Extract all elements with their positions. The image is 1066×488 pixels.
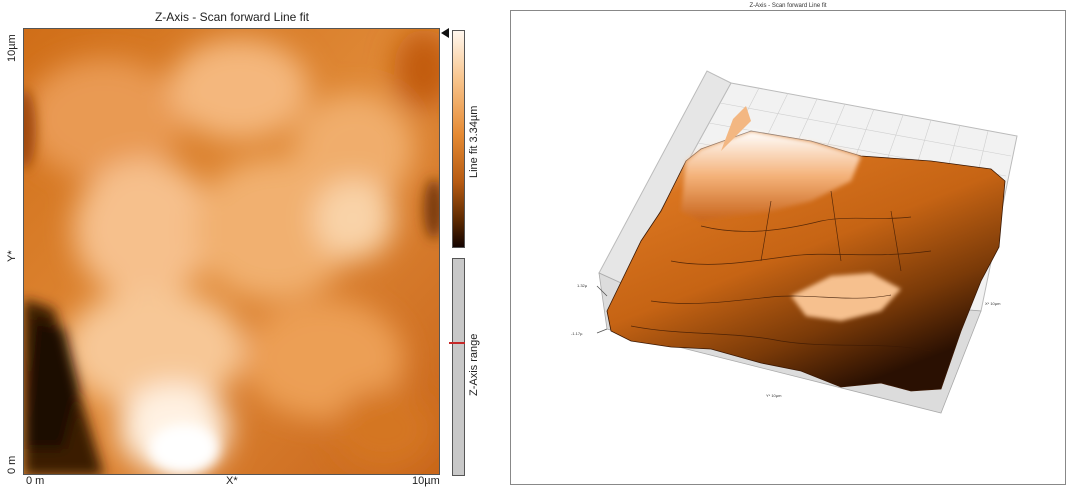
x-axis-right-tick: 10µm — [412, 475, 440, 487]
y-axis-top-tick: 10µm — [6, 34, 18, 62]
z-axis-bottom-label: -1.17µ — [571, 331, 583, 336]
scan-position-marker-icon[interactable] — [441, 28, 449, 38]
z-axis-range-slider[interactable] — [452, 258, 465, 476]
range-label: Z-Axis range — [468, 333, 480, 396]
afm-3d-surface — [596, 70, 1018, 414]
z-axis-range-handle[interactable] — [449, 342, 465, 344]
y-axis-label: Y* — [6, 250, 18, 262]
afm-3d-view[interactable] — [510, 10, 1066, 485]
right-plot-title: Z-Axis - Scan forward Line fit — [749, 3, 827, 9]
y-axis-3d-label: Y* 10µm — [766, 393, 782, 398]
x-axis-label: X* — [226, 475, 238, 487]
x-axis-left-tick: 0 m — [26, 475, 45, 487]
colorbar-label: Line fit 3.34µm — [468, 105, 480, 178]
y-axis-bottom-tick: 0 m — [6, 455, 18, 474]
x-axis-3d-label: X* 10µm — [985, 301, 1001, 306]
afm-height-map[interactable] — [23, 28, 440, 475]
afm-height-map-image — [24, 29, 439, 474]
height-colorbar — [452, 30, 465, 248]
left-plot-title: Z-Axis - Scan forward Line fit — [154, 10, 310, 24]
z-axis-top-label: 1.32µ — [577, 283, 588, 288]
